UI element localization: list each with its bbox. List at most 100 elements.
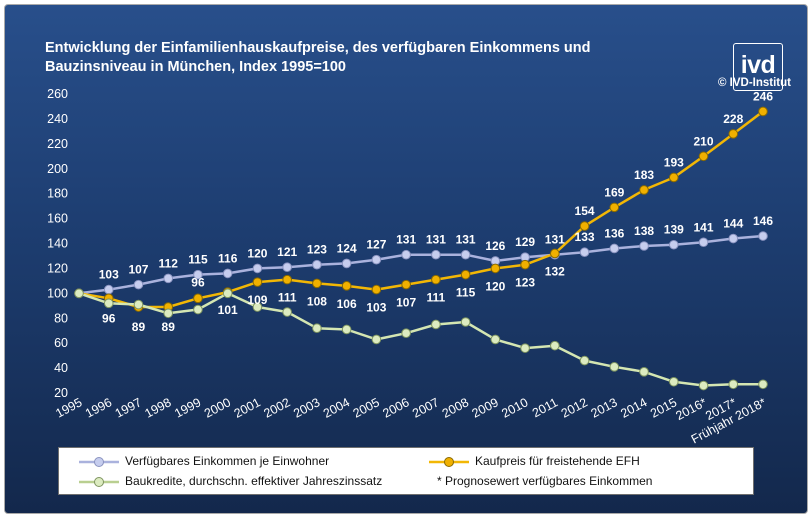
data-label: 131 xyxy=(545,233,565,247)
data-point xyxy=(282,307,292,317)
data-label: 103 xyxy=(366,301,386,315)
data-point xyxy=(728,379,739,390)
data-label: 109 xyxy=(247,293,267,307)
data-label: 131 xyxy=(396,233,416,247)
data-point xyxy=(550,340,560,351)
x-tick-label: 1999 xyxy=(172,395,203,420)
data-point xyxy=(609,243,620,254)
data-label: 89 xyxy=(162,320,176,334)
data-point xyxy=(401,249,411,260)
data-point xyxy=(312,259,322,270)
ivd-logo: ivd xyxy=(733,43,783,91)
data-label: 126 xyxy=(485,239,505,253)
data-label: 96 xyxy=(191,275,205,289)
data-label: 107 xyxy=(396,296,416,310)
data-point xyxy=(312,323,322,334)
data-label: 144 xyxy=(723,217,743,231)
data-point xyxy=(133,279,144,290)
legend-note: * Prognosewert verfügbares Einkommen xyxy=(437,474,653,488)
data-point xyxy=(341,258,352,269)
y-tick-label: 200 xyxy=(47,162,68,176)
data-point xyxy=(401,279,411,290)
data-label: 129 xyxy=(515,235,535,249)
data-label: 154 xyxy=(575,204,595,218)
data-point xyxy=(282,274,292,285)
data-point xyxy=(431,274,441,285)
title-line-2: Bauzinsniveau in München, Index 1995=100 xyxy=(45,59,346,75)
data-label: 123 xyxy=(307,243,327,257)
y-tick-label: 60 xyxy=(54,336,68,350)
data-point xyxy=(639,367,649,377)
copyright-text: © IVD-Institut xyxy=(718,77,791,89)
data-point xyxy=(252,302,263,312)
data-label: 106 xyxy=(337,297,357,311)
data-point xyxy=(520,259,530,270)
y-tick-label: 80 xyxy=(54,311,68,325)
data-point xyxy=(579,247,590,258)
data-point xyxy=(401,328,411,339)
series-line-1 xyxy=(78,234,764,295)
data-label: 111 xyxy=(427,291,446,305)
data-point xyxy=(282,262,292,272)
data-point xyxy=(341,324,352,335)
data-point xyxy=(193,269,203,280)
y-tick-label: 260 xyxy=(47,87,68,101)
x-tick-label: 1998 xyxy=(142,395,173,420)
data-point xyxy=(222,288,233,299)
legend-swatch-price xyxy=(429,456,469,467)
data-label: 127 xyxy=(366,238,386,252)
data-point xyxy=(460,317,471,327)
x-tick-label: 2014 xyxy=(618,395,649,420)
data-point xyxy=(371,254,382,265)
series-line-3 xyxy=(78,292,763,387)
data-point xyxy=(193,304,203,315)
data-label: 193 xyxy=(664,155,684,169)
x-tick-label: 2007 xyxy=(410,395,441,420)
data-label: 210 xyxy=(694,134,714,148)
data-point xyxy=(222,268,233,279)
x-tick-label: 2009 xyxy=(470,395,501,420)
x-tick-label: 2004 xyxy=(321,395,352,420)
data-point xyxy=(758,231,768,241)
legend-label-income: Verfügbares Einkommen je Einwohner xyxy=(125,454,330,468)
x-tick-label: 1996 xyxy=(83,395,114,420)
data-label: 146 xyxy=(753,214,773,228)
x-tick-label: 2001 xyxy=(232,395,263,420)
y-tick-label: 240 xyxy=(47,112,68,126)
x-tick-label: 2010 xyxy=(499,395,530,420)
data-point xyxy=(758,106,768,117)
x-tick-label: 1997 xyxy=(113,395,144,420)
legend-item-income: Verfügbares Einkommen je Einwohner xyxy=(79,454,329,468)
data-point xyxy=(668,239,679,250)
series-line-2 xyxy=(78,110,764,309)
data-label: 183 xyxy=(634,168,654,182)
data-point xyxy=(728,233,739,244)
data-label: 139 xyxy=(664,223,684,237)
data-label: 107 xyxy=(128,263,148,277)
legend-swatch-income xyxy=(79,456,119,467)
data-point xyxy=(371,334,382,345)
data-label: 138 xyxy=(634,224,654,238)
data-point xyxy=(312,278,322,289)
legend-item-credit: Baukredite, durchschn. effektiver Jahres… xyxy=(79,474,382,488)
data-point xyxy=(579,355,590,366)
y-tick-label: 140 xyxy=(47,237,68,251)
x-tick-label: 2011 xyxy=(530,395,560,420)
data-label: 132 xyxy=(545,264,565,278)
data-point xyxy=(639,185,649,195)
data-label: 115 xyxy=(188,253,208,267)
legend-item-price: Kaufpreis für freistehende EFH xyxy=(429,454,640,468)
data-point xyxy=(639,241,649,251)
data-point xyxy=(668,376,679,387)
y-tick-label: 180 xyxy=(47,187,68,201)
data-label: 115 xyxy=(456,286,476,300)
data-point xyxy=(698,237,709,248)
data-label: 123 xyxy=(515,276,535,290)
y-tick-label: 100 xyxy=(47,286,68,300)
data-label: 101 xyxy=(218,303,238,317)
data-label: 131 xyxy=(426,233,446,247)
data-point xyxy=(609,202,620,213)
data-point xyxy=(431,249,441,260)
data-label: 120 xyxy=(485,279,505,293)
